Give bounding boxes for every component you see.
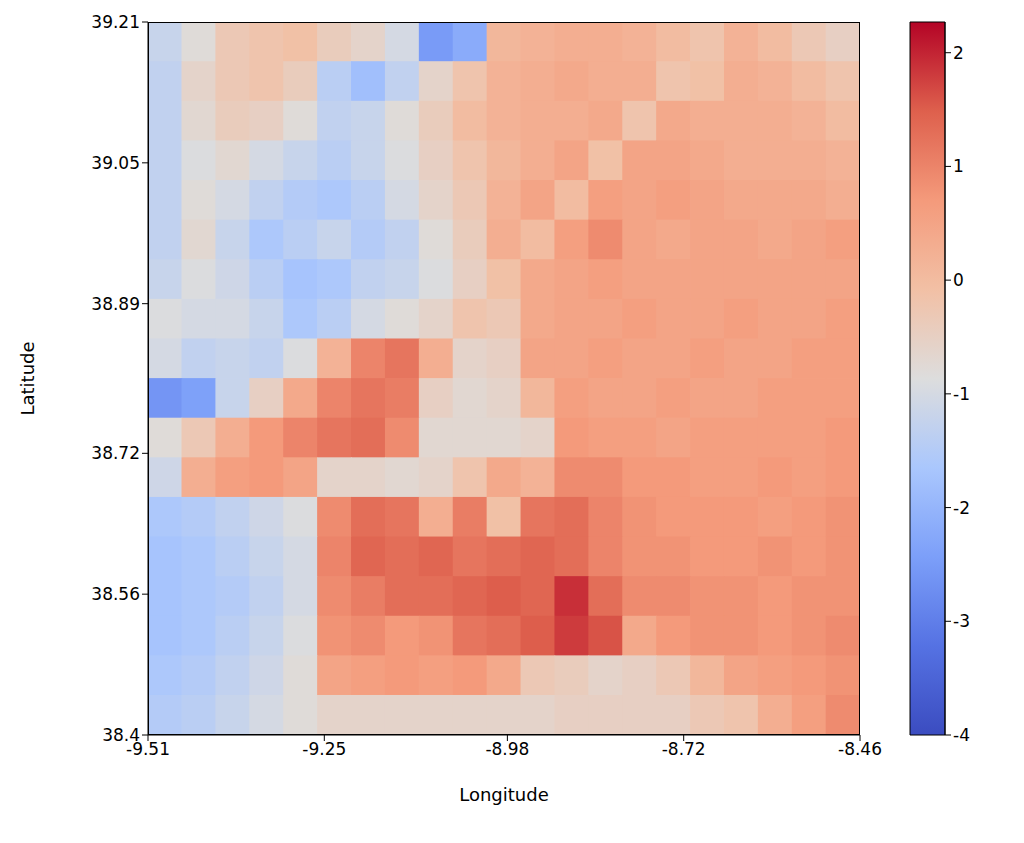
svg-text:38.56: 38.56 — [91, 584, 140, 604]
svg-text:38.4: 38.4 — [102, 725, 140, 745]
svg-text:-8.98: -8.98 — [485, 739, 529, 759]
svg-text:-8.72: -8.72 — [662, 739, 706, 759]
svg-text:Latitude: Latitude — [17, 341, 38, 415]
svg-text:39.05: 39.05 — [91, 153, 140, 173]
svg-text:-4: -4 — [953, 725, 970, 745]
svg-text:0: 0 — [953, 270, 964, 290]
svg-text:-3: -3 — [953, 611, 970, 631]
svg-text:-2: -2 — [953, 498, 970, 518]
svg-text:-9.25: -9.25 — [302, 739, 346, 759]
svg-text:Longitude: Longitude — [459, 784, 549, 805]
svg-text:38.89: 38.89 — [91, 294, 140, 314]
svg-text:-1: -1 — [953, 384, 970, 404]
svg-text:39.21: 39.21 — [91, 12, 140, 32]
svg-text:-8.46: -8.46 — [838, 739, 882, 759]
svg-text:1: 1 — [953, 156, 964, 176]
svg-text:-9.51: -9.51 — [126, 739, 170, 760]
svg-text:38.72: 38.72 — [91, 443, 140, 463]
svg-text:2: 2 — [953, 43, 964, 63]
